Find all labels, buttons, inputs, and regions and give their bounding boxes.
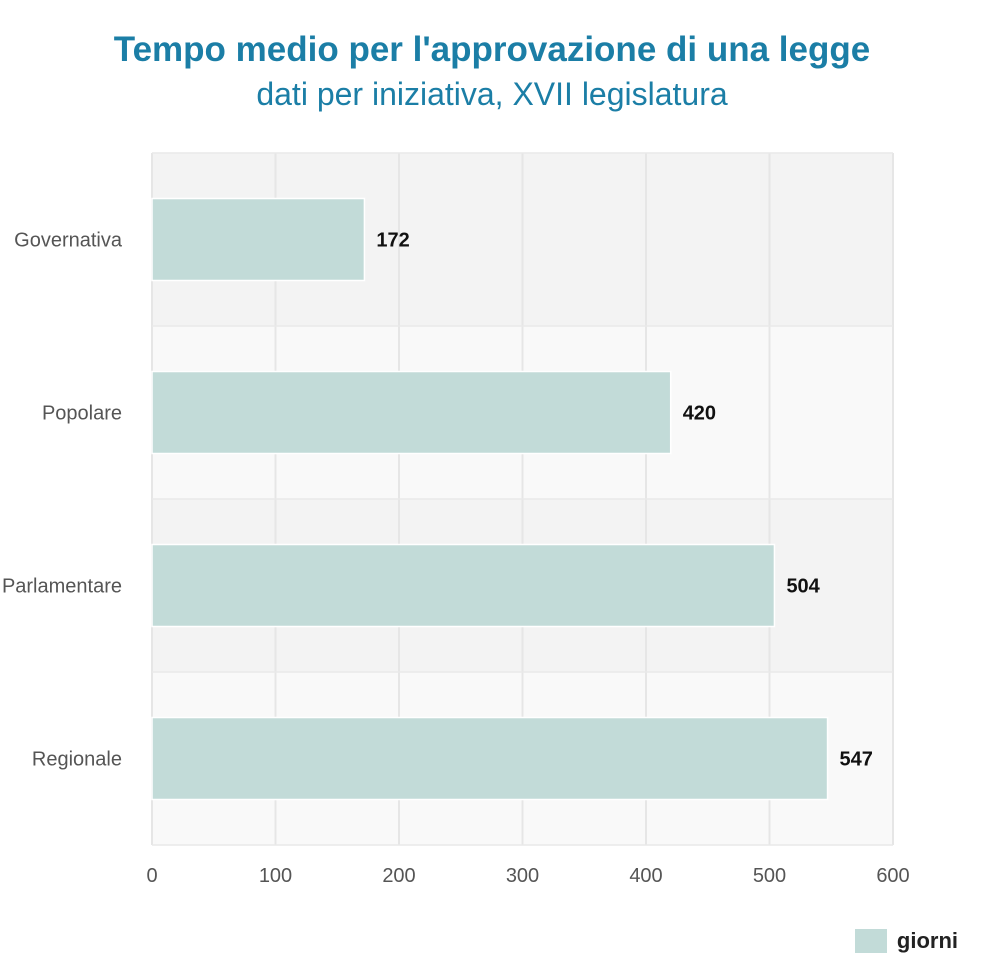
chart-title: Tempo medio per l'approvazione di una le… bbox=[113, 30, 871, 69]
value-label: 547 bbox=[840, 749, 873, 771]
value-label: 420 bbox=[683, 403, 716, 425]
category-label: Popolare bbox=[42, 403, 122, 425]
category-label: Parlamentare bbox=[2, 576, 122, 598]
bar bbox=[151, 197, 366, 282]
x-tick-label: 300 bbox=[506, 865, 539, 887]
x-tick-label: 500 bbox=[753, 865, 786, 887]
bar bbox=[151, 716, 829, 801]
category-label: Governativa bbox=[14, 230, 123, 252]
value-label: 172 bbox=[376, 230, 409, 252]
legend: giorni bbox=[854, 928, 958, 954]
x-tick-label: 100 bbox=[259, 865, 292, 887]
x-tick-label: 400 bbox=[629, 865, 662, 887]
x-tick-label: 600 bbox=[876, 865, 909, 887]
bar bbox=[151, 543, 776, 628]
x-tick-label: 0 bbox=[146, 865, 157, 887]
bar bbox=[151, 370, 672, 455]
legend-label: giorni bbox=[896, 928, 958, 953]
legend-swatch bbox=[854, 929, 887, 953]
value-label: 504 bbox=[786, 576, 820, 598]
x-tick-label: 200 bbox=[382, 865, 415, 887]
chart-subtitle: dati per iniziativa, XVII legislatura bbox=[256, 76, 728, 112]
category-label: Regionale bbox=[32, 749, 122, 771]
